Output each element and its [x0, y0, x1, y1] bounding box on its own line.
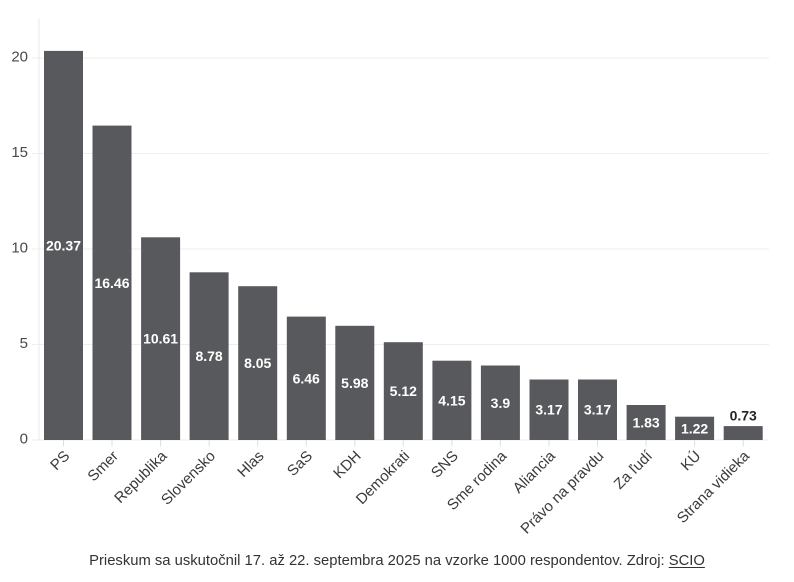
svg-text:15: 15	[11, 144, 28, 161]
svg-text:10.61: 10.61	[143, 331, 178, 347]
svg-text:Demokrati: Demokrati	[353, 448, 413, 508]
svg-text:Hlas: Hlas	[234, 448, 267, 481]
svg-text:8.05: 8.05	[244, 355, 271, 371]
svg-text:10: 10	[11, 240, 28, 257]
svg-text:1.83: 1.83	[632, 415, 659, 431]
svg-text:20.37: 20.37	[46, 238, 81, 254]
svg-text:4.15: 4.15	[438, 392, 465, 408]
svg-text:Právo na pravdu: Právo na pravdu	[517, 448, 607, 538]
svg-text:Aliancia: Aliancia	[510, 447, 560, 497]
svg-text:KÚ: KÚ	[678, 448, 705, 475]
svg-text:3.9: 3.9	[491, 395, 511, 411]
svg-text:SNS: SNS	[428, 448, 462, 482]
svg-text:6.46: 6.46	[293, 370, 320, 386]
svg-text:5: 5	[20, 335, 28, 352]
svg-text:1.22: 1.22	[681, 420, 708, 436]
svg-text:Za ľudí: Za ľudí	[611, 447, 657, 493]
svg-text:0.73: 0.73	[730, 408, 757, 424]
svg-text:PS: PS	[47, 448, 73, 474]
svg-text:20: 20	[11, 49, 28, 66]
svg-text:16.46: 16.46	[94, 275, 129, 291]
svg-text:5.12: 5.12	[390, 383, 417, 399]
svg-text:3.17: 3.17	[584, 402, 611, 418]
svg-text:3.17: 3.17	[535, 402, 562, 418]
svg-text:KDH: KDH	[330, 448, 364, 482]
svg-text:5.98: 5.98	[341, 375, 368, 391]
svg-text:Smer: Smer	[84, 448, 121, 485]
svg-text:8.78: 8.78	[195, 348, 222, 364]
svg-text:SaS: SaS	[284, 448, 316, 480]
svg-text:0: 0	[20, 431, 28, 448]
